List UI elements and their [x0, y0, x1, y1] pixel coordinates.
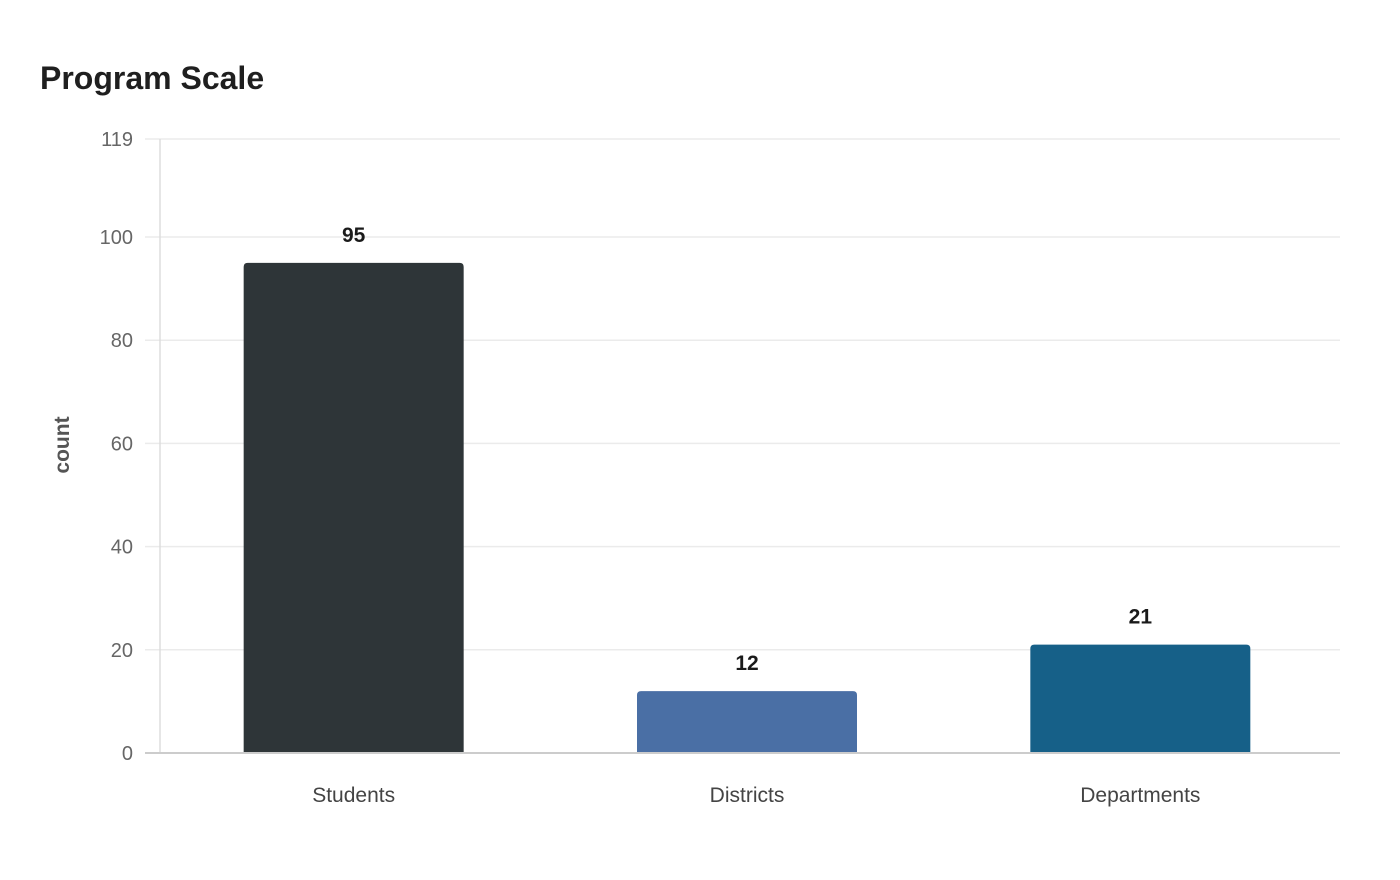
bar-value-label: 95	[342, 224, 366, 247]
y-tick-label: 119	[101, 129, 133, 151]
y-tick-label: 80	[111, 330, 133, 352]
y-tick-label: 60	[111, 433, 133, 455]
y-tick-label: 40	[111, 537, 133, 559]
bar-value-label: 21	[1129, 606, 1153, 629]
x-tick-label: Districts	[710, 784, 785, 807]
bar-students	[243, 262, 464, 753]
y-tick-label: 100	[100, 227, 133, 249]
bar-departments	[1030, 644, 1251, 753]
y-tick-label: 20	[111, 640, 133, 662]
x-tick-label: Students	[312, 784, 395, 807]
bar-districts	[637, 691, 857, 753]
bar-value-label: 12	[735, 652, 758, 675]
chart-title: Program Scale	[40, 60, 265, 96]
y-tick-label: 0	[122, 743, 133, 765]
x-tick-label: Departments	[1080, 784, 1200, 807]
